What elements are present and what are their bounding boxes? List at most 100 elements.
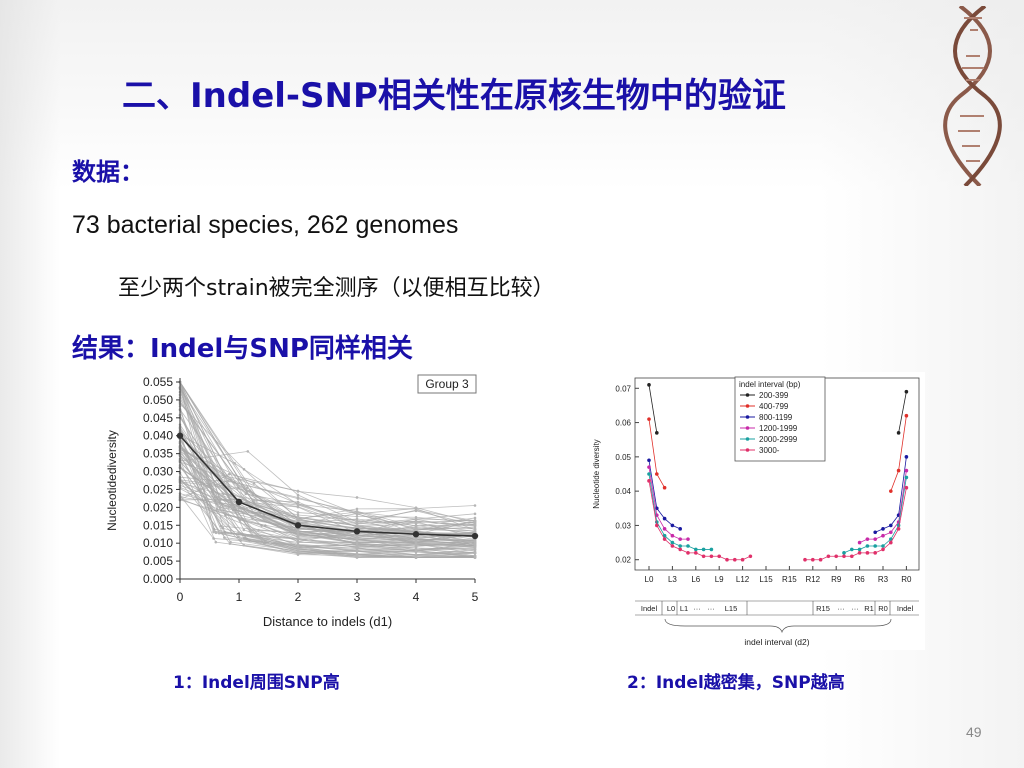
series-point — [670, 544, 675, 548]
legend-title: indel interval (bp) — [739, 380, 801, 389]
series-point — [701, 547, 706, 552]
series-point — [904, 413, 909, 418]
gray-series-point — [473, 551, 477, 555]
gray-series-point — [296, 493, 300, 497]
series-line — [648, 384, 658, 433]
gray-series-point — [355, 522, 359, 526]
gray-series-point — [252, 482, 256, 485]
series-point — [811, 557, 815, 562]
gray-series-point — [473, 525, 477, 529]
gray-series-point — [233, 461, 236, 465]
series-point — [904, 455, 909, 459]
gray-series-point — [414, 539, 418, 543]
series-point — [873, 537, 877, 541]
series-point — [662, 485, 667, 490]
gray-series-line — [179, 446, 476, 542]
series-point — [904, 485, 909, 490]
schematic-label: L15 — [725, 604, 738, 613]
legend-box — [734, 376, 826, 462]
gray-series-line — [179, 381, 476, 536]
gray-series-point — [473, 527, 477, 531]
gray-series-point — [262, 518, 266, 521]
gray-series-point — [355, 496, 359, 499]
series-point — [740, 557, 745, 562]
series-point — [748, 554, 753, 559]
y-tick-label: 0.045 — [143, 411, 173, 425]
series-point — [889, 523, 893, 528]
gray-series-point — [355, 520, 359, 523]
gray-series-point — [296, 500, 300, 504]
y-tick-label: 0.000 — [143, 572, 173, 586]
gray-series-point — [414, 556, 418, 559]
gray-series-point — [242, 543, 246, 547]
y-tick-label: 0.025 — [143, 482, 173, 496]
gray-series-point — [246, 450, 250, 453]
legend-box — [417, 374, 477, 394]
y-tick-label: 0.040 — [143, 429, 173, 443]
series-point — [881, 527, 885, 531]
series-point — [889, 540, 893, 545]
series-line — [875, 456, 907, 533]
gray-series-point — [296, 511, 300, 514]
gray-series-point — [247, 510, 251, 514]
gray-series-point — [473, 504, 477, 507]
y-tick-label: 0.02 — [615, 556, 631, 565]
gray-series-line — [179, 461, 476, 558]
series-point — [889, 537, 893, 541]
gray-series-point — [355, 515, 359, 518]
gray-series-line — [179, 450, 476, 523]
gray-series-point — [296, 489, 300, 493]
series-point — [678, 527, 682, 531]
series-point — [826, 554, 831, 559]
series-point — [873, 544, 877, 548]
gray-series-line — [179, 473, 476, 524]
gray-series-point — [248, 530, 252, 533]
y-axis-label: Nucleotidediversity — [105, 430, 119, 531]
mean-series-point — [353, 528, 361, 535]
gray-series-point — [296, 549, 300, 553]
series-point — [709, 554, 714, 559]
gray-series-point — [296, 552, 300, 556]
series-point — [881, 544, 885, 548]
gray-series-point — [296, 531, 300, 534]
series-point — [678, 547, 682, 552]
gray-series-point — [414, 520, 418, 524]
y-axis-label: Nucleotide diversity — [592, 439, 601, 508]
series-line — [648, 467, 688, 540]
series-point — [896, 468, 901, 473]
result-label: 结果：Indel与SNP同样相关 — [72, 334, 413, 364]
schematic-label: ··· — [851, 604, 859, 613]
caption-1: 1：Indel周围SNP高 — [173, 673, 340, 693]
legend-entry: 400-799 — [759, 402, 789, 411]
gray-series-point — [473, 549, 477, 553]
gray-series-line — [179, 434, 476, 526]
x-tick-label: 3 — [354, 590, 361, 604]
x-axis-label: Distance to indels (d1) — [263, 614, 392, 629]
series-point — [647, 417, 651, 421]
legend-marker — [745, 448, 750, 452]
gray-series-point — [473, 512, 477, 516]
series-point — [670, 533, 675, 538]
figure-distance-chart: 0.000 0.005 0.010 0.015 0.020 0.025 0.030 0.035… — [100, 368, 495, 635]
series-point — [655, 431, 659, 435]
gray-series-point — [296, 503, 300, 507]
gray-series-point — [296, 518, 300, 522]
gray-series-point — [218, 531, 221, 535]
series-point — [850, 554, 854, 559]
y-tick-label: 0.05 — [615, 453, 631, 462]
series-point — [873, 551, 877, 555]
series-point — [725, 557, 729, 562]
gray-series-line — [179, 387, 476, 547]
gray-series-line — [179, 436, 476, 558]
series-line — [890, 415, 907, 492]
series-point — [678, 537, 682, 541]
legend-entry: 2000-2999 — [759, 435, 798, 444]
series-point — [857, 551, 862, 555]
gray-series-point — [242, 528, 246, 532]
gray-series-point — [355, 537, 359, 540]
x-tick-label: R3 — [878, 575, 889, 584]
x-tick-label: R12 — [805, 575, 820, 584]
x-tick-label: L9 — [715, 575, 724, 584]
gray-series-point — [252, 498, 256, 502]
gray-series-point — [414, 509, 418, 513]
